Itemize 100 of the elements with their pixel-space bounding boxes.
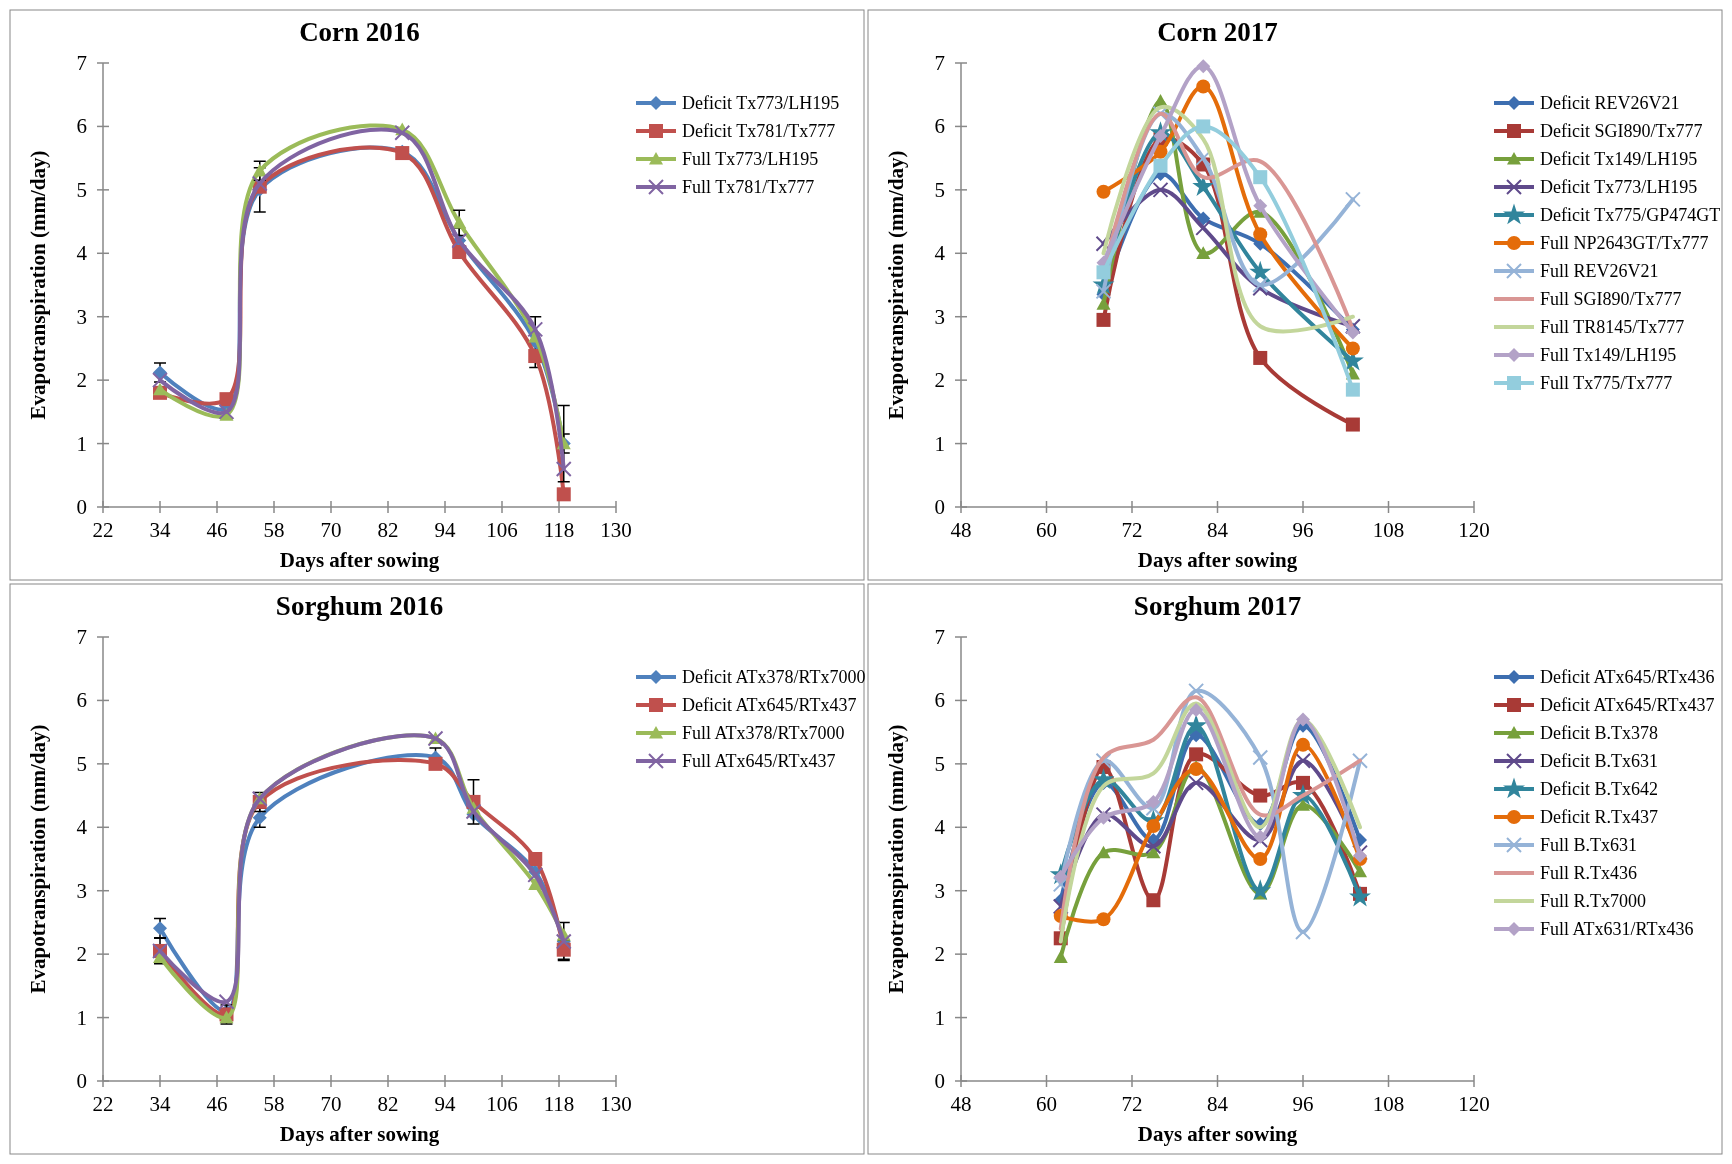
x-tick-label: 94 [434,518,456,542]
legend-label: Deficit Tx773/LH195 [682,93,840,113]
x-tick-label: 130 [600,1092,632,1116]
x-tick-label: 106 [486,1092,518,1116]
x-tick-label: 22 [92,1092,114,1116]
x-tick-label: 34 [149,518,171,542]
x-tick-label: 34 [149,1092,171,1116]
y-tick-label: 4 [76,241,88,266]
legend-label: Full TR8145/Tx777 [1540,317,1685,337]
y-tick-label: 6 [76,114,87,139]
y-tick-label: 6 [934,114,945,139]
x-tick-label: 46 [206,1092,228,1116]
chart-title: Sorghum 2017 [1133,591,1302,621]
legend-label: Deficit ATx645/RTx437 [1540,695,1715,715]
y-tick-label: 5 [76,751,87,776]
legend-label: Full Tx773/LH195 [682,149,819,169]
x-tick-label: 70 [320,1092,342,1116]
x-tick-label: 60 [1036,1092,1057,1116]
x-tick-label: 96 [1292,1092,1314,1116]
x-tick-label: 108 [1372,518,1405,542]
x-tick-label: 60 [1036,518,1057,542]
legend-label: Deficit Tx149/LH195 [1540,149,1698,169]
y-tick-label: 3 [934,878,945,903]
legend-label: Deficit ATx645/RTx436 [1540,667,1715,687]
legend-label: Full ATx378/RTx7000 [682,723,845,743]
y-tick-label: 1 [934,431,945,456]
y-tick-label: 2 [76,368,87,393]
legend-label: Full Tx775/Tx777 [1540,373,1673,393]
y-tick-label: 0 [76,1069,87,1093]
y-axis-title: Evapotranspiration (mm/day) [884,150,908,420]
chart-title: Corn 2017 [1157,17,1278,47]
y-tick-label: 7 [934,625,945,649]
legend-label: Full R.Tx7000 [1540,891,1647,911]
y-tick-label: 5 [934,177,945,202]
y-tick-label: 4 [934,241,946,266]
legend-label: Deficit Tx775/GP474GT [1540,205,1721,225]
x-axis-title: Days after sowing [279,548,440,572]
legend-label: Full ATx645/RTx437 [682,751,836,771]
x-tick-label: 72 [1121,518,1143,542]
legend-label: Full Tx149/LH195 [1540,345,1677,365]
x-tick-label: 106 [486,518,518,542]
legend-label: Deficit ATx645/RTx437 [682,695,857,715]
legend-label: Deficit ATx378/RTx7000 [682,667,866,687]
x-tick-label: 58 [263,1092,285,1116]
y-tick-label: 7 [934,51,945,75]
y-tick-label: 1 [934,1005,945,1030]
x-tick-label: 82 [377,518,399,542]
x-axis-title: Days after sowing [1137,548,1298,572]
legend-label: Deficit Tx773/LH195 [1540,177,1698,197]
x-tick-label: 46 [206,518,228,542]
legend-label: Deficit REV26V21 [1540,93,1680,113]
x-tick-label: 120 [1458,518,1490,542]
y-tick-label: 0 [934,1069,945,1093]
x-tick-label: 22 [92,518,114,542]
legend-label: Full SGI890/Tx777 [1540,289,1682,309]
chart-title: Corn 2016 [299,17,420,47]
legend-label: Deficit SGI890/Tx777 [1540,121,1703,141]
legend-label: Full REV26V21 [1540,261,1659,281]
y-tick-label: 2 [934,942,945,967]
chart-title: Sorghum 2016 [275,591,444,621]
legend-label: Full ATx631/RTx436 [1540,919,1694,939]
y-tick-label: 2 [76,942,87,967]
x-tick-label: 118 [543,1092,575,1116]
legend-label: Deficit B.Tx631 [1540,751,1658,771]
y-tick-label: 5 [934,751,945,776]
y-tick-label: 3 [76,304,87,329]
y-tick-label: 6 [76,688,87,713]
x-axis-title: Days after sowing [279,1122,440,1146]
y-tick-label: 0 [934,495,945,519]
legend-label: Deficit B.Tx642 [1540,779,1658,799]
x-axis-title: Days after sowing [1137,1122,1298,1146]
y-tick-label: 3 [76,878,87,903]
x-tick-label: 96 [1292,518,1314,542]
x-tick-label: 108 [1372,1092,1405,1116]
x-tick-label: 58 [263,518,285,542]
y-axis-title: Evapotranspiration (mm/day) [884,724,908,994]
y-tick-label: 7 [76,625,87,649]
y-tick-label: 1 [76,1005,87,1030]
y-tick-label: 5 [76,177,87,202]
y-tick-label: 0 [76,495,87,519]
x-tick-label: 84 [1207,518,1229,542]
x-tick-label: 94 [434,1092,456,1116]
y-tick-label: 1 [76,431,87,456]
x-tick-label: 120 [1458,1092,1490,1116]
y-tick-label: 2 [934,368,945,393]
y-tick-label: 3 [934,304,945,329]
y-tick-label: 4 [76,815,88,840]
legend-label: Full NP2643GT/Tx777 [1540,233,1709,253]
y-tick-label: 6 [934,688,945,713]
legend-label: Deficit R.Tx437 [1540,807,1658,827]
legend-label: Deficit B.Tx378 [1540,723,1658,743]
x-tick-label: 84 [1207,1092,1229,1116]
y-tick-label: 4 [934,815,946,840]
y-axis-title: Evapotranspiration (mm/day) [26,150,50,420]
legend-label: Full R.Tx436 [1540,863,1638,883]
y-axis-title: Evapotranspiration (mm/day) [26,724,50,994]
x-tick-label: 82 [377,1092,399,1116]
x-tick-label: 118 [543,518,575,542]
x-tick-label: 130 [600,518,632,542]
x-tick-label: 48 [950,518,972,542]
